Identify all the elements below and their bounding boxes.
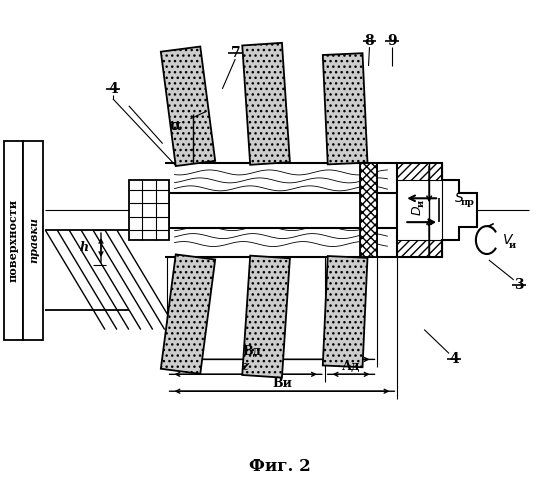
Bar bbox=[359, 164, 377, 257]
Text: и: и bbox=[416, 200, 426, 207]
Text: 4: 4 bbox=[108, 82, 118, 96]
Bar bbox=[397, 240, 442, 257]
Polygon shape bbox=[397, 164, 477, 257]
Text: 4: 4 bbox=[449, 352, 459, 366]
Text: поверхности: поверхности bbox=[8, 198, 19, 281]
Text: $S$: $S$ bbox=[454, 192, 465, 205]
Polygon shape bbox=[242, 43, 290, 165]
Text: Фиг. 2: Фиг. 2 bbox=[249, 458, 311, 475]
Text: 3: 3 bbox=[514, 278, 523, 292]
Text: α: α bbox=[170, 118, 182, 132]
Text: $V$: $V$ bbox=[502, 233, 514, 247]
Text: правки: правки bbox=[28, 217, 39, 263]
Text: $D$: $D$ bbox=[411, 204, 424, 216]
Text: 9: 9 bbox=[387, 34, 397, 48]
Bar bbox=[165, 194, 169, 227]
Text: Ви: Ви bbox=[272, 377, 292, 390]
Polygon shape bbox=[129, 180, 169, 240]
Bar bbox=[397, 164, 442, 180]
Text: и: и bbox=[509, 240, 516, 250]
Text: 8: 8 bbox=[364, 34, 375, 48]
Text: z: z bbox=[241, 360, 249, 373]
Polygon shape bbox=[161, 254, 215, 374]
Polygon shape bbox=[242, 256, 290, 378]
Polygon shape bbox=[323, 256, 367, 368]
Text: 7: 7 bbox=[230, 46, 240, 60]
Text: Вд: Вд bbox=[243, 345, 262, 358]
Text: Ад: Ад bbox=[342, 360, 360, 373]
Polygon shape bbox=[323, 53, 367, 164]
Bar bbox=[3, 140, 23, 340]
Polygon shape bbox=[161, 46, 215, 166]
Bar bbox=[165, 194, 397, 228]
Text: пр: пр bbox=[461, 198, 475, 207]
Text: h: h bbox=[80, 240, 89, 254]
Bar bbox=[359, 164, 377, 257]
Bar bbox=[23, 140, 43, 340]
